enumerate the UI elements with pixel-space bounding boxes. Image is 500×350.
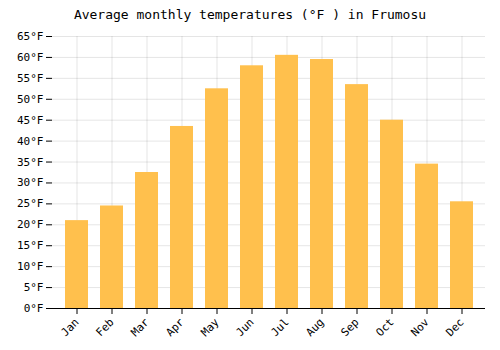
svg-text:20°F: 20°F (17, 218, 44, 231)
svg-text:5°F: 5°F (24, 281, 44, 294)
svg-text:Oct: Oct (373, 316, 396, 339)
svg-text:Jan: Jan (58, 316, 81, 339)
svg-text:35°F: 35°F (17, 156, 44, 169)
svg-text:55°F: 55°F (17, 72, 44, 85)
svg-text:40°F: 40°F (17, 135, 44, 148)
svg-text:30°F: 30°F (17, 176, 44, 189)
svg-text:Jul: Jul (268, 316, 291, 339)
svg-text:Sep: Sep (338, 316, 361, 339)
svg-text:Nov: Nov (408, 315, 432, 339)
svg-text:Jun: Jun (233, 316, 256, 339)
svg-text:0°F: 0°F (24, 302, 44, 315)
svg-text:Apr: Apr (163, 315, 187, 339)
svg-text:50°F: 50°F (17, 93, 44, 106)
svg-text:Aug: Aug (303, 316, 326, 339)
svg-text:45°F: 45°F (17, 114, 44, 127)
html-text:Average monthly temperatures (: Average monthly temperatures (°F ) in Fr… (73, 7, 427, 22)
svg-text:May: May (198, 315, 222, 339)
svg-text:Dec: Dec (443, 316, 466, 339)
svg-text:Feb: Feb (93, 316, 116, 339)
svg-text:25°F: 25°F (17, 197, 44, 210)
svg-text:60°F: 60°F (17, 51, 44, 64)
svg-text:65°F: 65°F (17, 30, 44, 43)
svg-text:15°F: 15°F (17, 239, 44, 252)
svg-text:Mar: Mar (128, 315, 152, 339)
svg-text:10°F: 10°F (17, 260, 44, 273)
